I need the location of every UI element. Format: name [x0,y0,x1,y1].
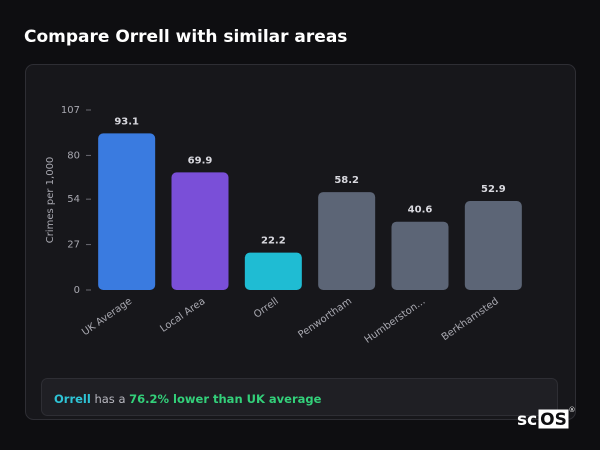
bar [464,201,522,290]
summary-highlight: 76.2% lower than UK average [129,392,321,406]
logo-box [538,409,569,429]
y-tick-label: 0 [74,285,80,296]
value-label: 69.9 [188,155,213,166]
card [25,64,576,420]
value-label: 52.9 [481,184,506,195]
bar [318,192,376,290]
logo-boxed: OS [540,410,567,430]
bar [171,172,229,290]
y-tick-label: 27 [67,240,80,251]
value-label: 40.6 [408,205,433,216]
value-label: 93.1 [114,116,139,127]
bar [98,133,156,290]
bar [391,221,449,290]
summary-box [41,378,558,416]
y-axis-label: Crimes per 1,000 [45,157,56,244]
y-tick-label: 80 [67,150,80,161]
logo-mark: ® [569,406,576,414]
value-label: 58.2 [334,175,359,186]
summary-text: has a [94,392,125,406]
logo-prefix: sc [517,410,537,430]
bar [244,252,302,290]
summary: Orrell has a 76.2% lower than UK average [54,392,322,406]
summary-area: Orrell [54,392,91,406]
y-tick-label: 54 [67,194,80,205]
y-tick-label: 107 [61,105,80,116]
page-title: Compare Orrell with similar areas [24,27,347,47]
value-label: 22.2 [261,236,286,247]
